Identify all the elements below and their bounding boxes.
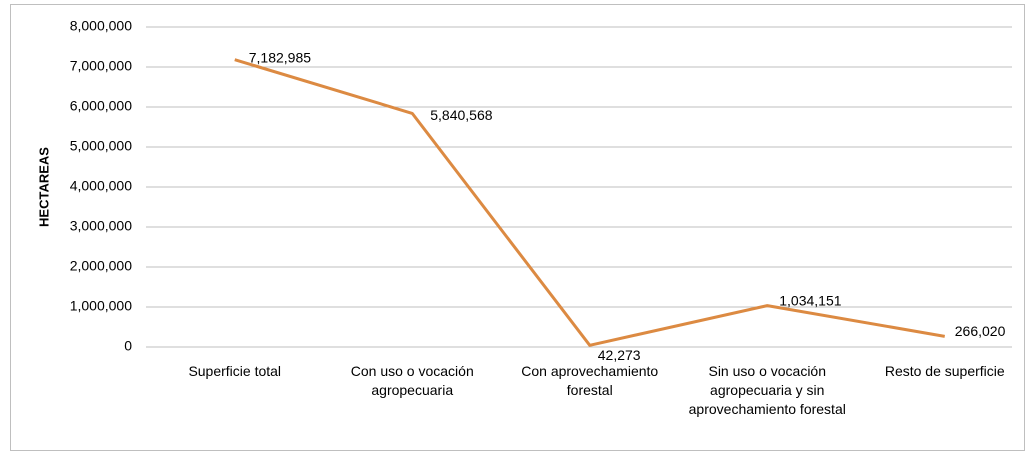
y-tick-label: 2,000,000 [70,258,132,274]
data-line [234,58,946,347]
x-tick-label: Con uso o vocación agropecuaria [350,363,474,398]
x-tick-label: Resto de superficie [884,363,1005,379]
y-tick-label: 8,000,000 [70,18,132,34]
y-tick-label: 3,000,000 [70,218,132,234]
y-tick-label: 4,000,000 [70,178,132,194]
y-tick-label: 7,000,000 [70,58,132,74]
data-label: 7,182,985 [249,49,311,65]
y-tick-label: 6,000,000 [70,98,132,114]
y-tick-label: 1,000,000 [70,298,132,314]
x-tick-label: Con aprovechamiento forestal [521,363,659,398]
x-tick-label: Sin uso o vocación agropecuaria y sin ap… [688,363,846,417]
data-label: 42,273 [598,347,641,363]
y-axis-label: HECTAREAS [36,147,51,227]
data-label: 5,840,568 [430,107,492,123]
x-tick-label: Superficie total [188,363,282,379]
y-tick-label: 5,000,000 [70,138,132,154]
data-label: 266,020 [955,323,1006,339]
data-label: 1,034,151 [779,292,841,308]
y-tick-label: 0 [124,338,132,354]
